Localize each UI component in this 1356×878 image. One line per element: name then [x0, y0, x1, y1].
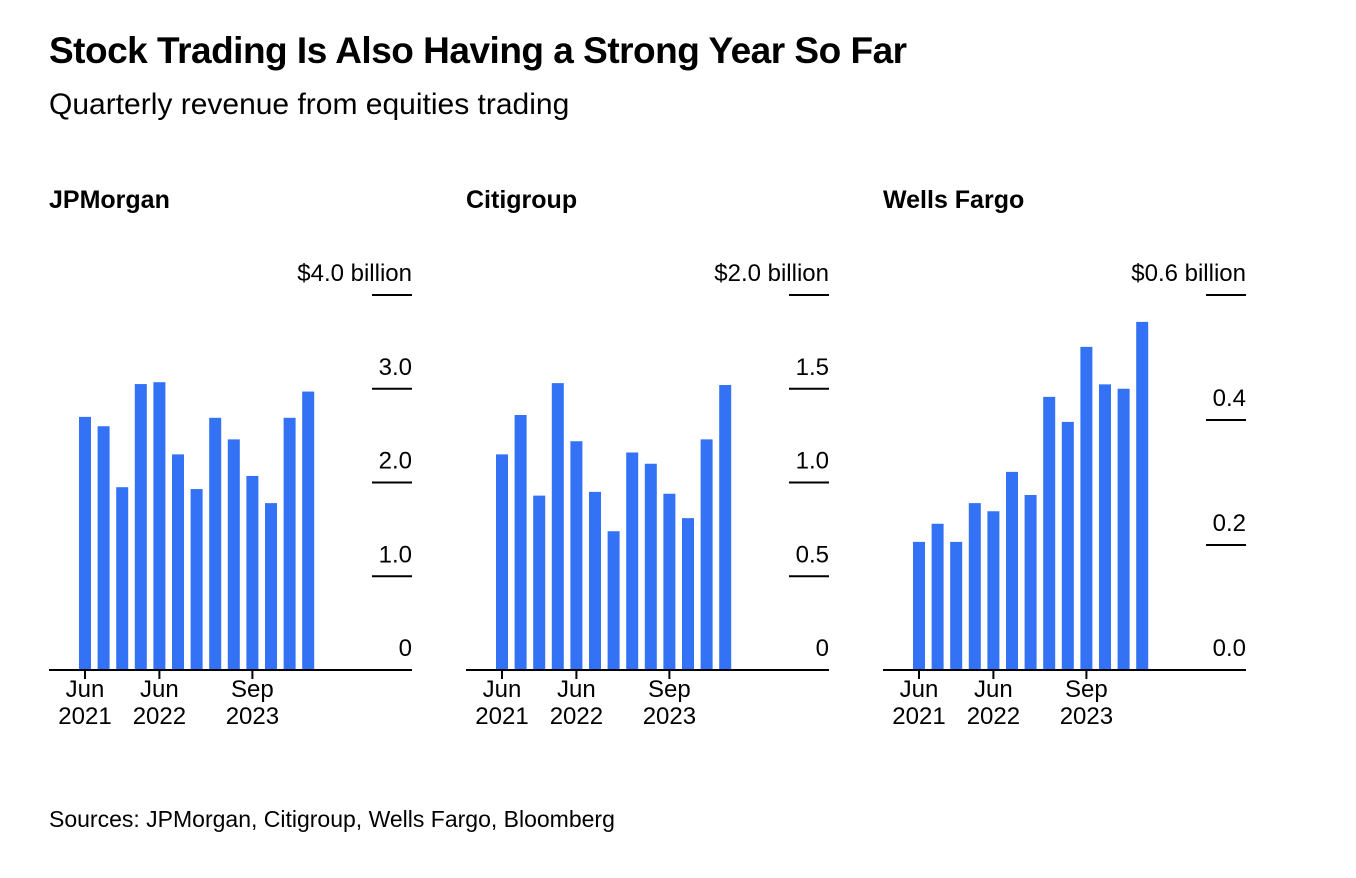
panel-title: JPMorgan: [49, 186, 170, 214]
x-tick-label: 2021: [475, 703, 528, 730]
x-tick-label: 2021: [892, 703, 945, 730]
x-tick-label: Jun: [66, 676, 105, 703]
chart-svg-jpmorgan: 01.02.03.0$4.0 billionJun2021Jun2022Sep2…: [49, 260, 412, 730]
x-tick-label: 2022: [133, 703, 186, 730]
x-tick-label: Jun: [483, 676, 522, 703]
y-tick-label: 0.0: [1213, 635, 1246, 662]
x-tick-label: Jun: [140, 676, 179, 703]
bar: [265, 503, 277, 670]
y-tick-label: $2.0 billion: [714, 260, 829, 287]
x-tick-label: 2023: [1060, 703, 1113, 730]
bar: [700, 439, 713, 670]
y-tick-label: 0.5: [796, 541, 829, 568]
bar: [79, 416, 91, 670]
bar: [172, 454, 184, 670]
bar: [116, 487, 129, 670]
y-tick-label: 1.0: [796, 448, 829, 475]
bar: [1061, 421, 1074, 670]
panel-wells-fargo: Wells Fargo 0.0 0.2 0.4 $0.6 billion Jun 2021…: [883, 180, 1299, 760]
x-tick-label: Jun: [557, 676, 596, 703]
bar: [719, 385, 732, 670]
y-tick-label: 2.0: [379, 448, 412, 475]
bar: [1006, 471, 1018, 670]
y-tick-label: 0: [399, 635, 412, 662]
panel-title: Wells Fargo: [883, 186, 1025, 214]
bar: [302, 391, 315, 670]
x-tick-label: Sep: [231, 676, 274, 703]
bar: [1136, 321, 1149, 670]
bar: [190, 489, 203, 670]
bar: [227, 439, 240, 670]
y-tick-label: 0.4: [1213, 385, 1246, 412]
bar: [153, 382, 166, 670]
bar: [607, 531, 620, 670]
bar: [663, 493, 676, 670]
panel-title: Citigroup: [466, 186, 578, 214]
bar: [987, 511, 1000, 670]
x-tick-label: 2022: [967, 703, 1020, 730]
bar: [626, 452, 639, 670]
bar: [1043, 396, 1056, 670]
bar: [97, 426, 110, 670]
x-tick-label: 2021: [58, 703, 111, 730]
bar: [551, 383, 564, 670]
bar: [209, 417, 222, 670]
x-tick-label: Jun: [974, 676, 1013, 703]
y-tick-label: 1.5: [796, 354, 829, 381]
bar: [913, 541, 925, 670]
bar: [533, 495, 546, 670]
y-tick-label: $0.6 billion: [1131, 260, 1246, 287]
bar: [1024, 495, 1037, 670]
bar: [496, 454, 508, 670]
source-note: Sources: JPMorgan, Citigroup, Wells Farg…: [49, 806, 615, 832]
chart-subtitle: Quarterly revenue from equities trading: [49, 88, 570, 121]
chart-title: Stock Trading Is Also Having a Strong Ye…: [49, 30, 907, 71]
bar: [134, 384, 147, 670]
bar: [570, 441, 583, 670]
y-tick-label: 0.2: [1213, 510, 1246, 537]
x-tick-label: Sep: [648, 676, 691, 703]
x-tick-label: 2022: [550, 703, 603, 730]
x-tick-label: Sep: [1065, 676, 1108, 703]
bar: [950, 541, 963, 670]
bar: [589, 491, 601, 670]
x-tick-label: 2023: [226, 703, 279, 730]
bar: [1117, 388, 1130, 670]
panel-jpmorgan: JPMorgan 0 1.0 2.0 3.0 $4.0 billion Jun 2021 Ju…: [49, 180, 465, 760]
y-tick-label: 1.0: [379, 541, 412, 568]
y-tick-label: 3.0: [379, 354, 412, 381]
bar: [1080, 346, 1093, 670]
bar: [1099, 384, 1111, 670]
x-tick-label: 2023: [643, 703, 696, 730]
bar: [644, 463, 657, 670]
bar: [514, 415, 527, 670]
bar: [682, 518, 694, 670]
bar: [283, 417, 296, 670]
chart-svg-citigroup: 00.51.01.5$2.0 billionJun2021Jun2022Sep2…: [466, 260, 829, 730]
x-tick-label: Jun: [900, 676, 939, 703]
bar: [931, 523, 944, 670]
chart-svg-wells-fargo: 0.00.20.4$0.6 billionJun2021Jun2022Sep20…: [883, 260, 1246, 730]
bar: [246, 475, 259, 670]
panel-citigroup: Citigroup 0 0.5 1.0 1.5 $2.0 billion Jun 2021 J…: [466, 180, 882, 760]
y-tick-label: $4.0 billion: [297, 260, 412, 287]
bar: [968, 503, 981, 670]
y-tick-label: 0: [816, 635, 829, 662]
